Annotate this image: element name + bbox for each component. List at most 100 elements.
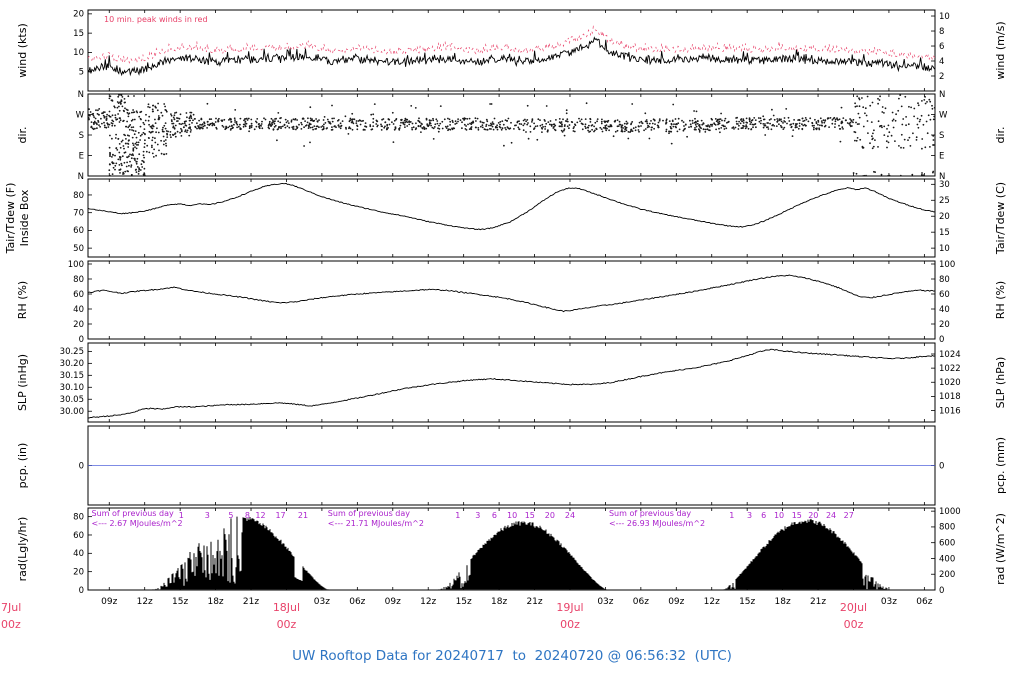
dir-dot: [798, 119, 801, 122]
dir-dot: [127, 143, 130, 145]
dir-dot: [156, 127, 158, 130]
dir-dot: [638, 121, 641, 124]
dir-dot: [555, 119, 557, 121]
dir-dot: [544, 125, 547, 128]
dir-dot: [94, 121, 96, 124]
dir-dot: [669, 125, 672, 128]
dir-dot: [920, 114, 923, 117]
dir-dot: [480, 125, 482, 128]
dir-dot: [499, 121, 502, 123]
dir-dot: [738, 124, 740, 127]
dir-dot: [148, 115, 151, 118]
dir-dot: [225, 125, 228, 128]
dir-dot: [747, 127, 750, 130]
dir-dot: [132, 109, 135, 111]
dir-dot: [208, 118, 211, 121]
dir-dot: [348, 120, 351, 123]
dir-dot: [547, 121, 550, 123]
dir-dot: [138, 115, 141, 118]
dir-dot: [145, 150, 148, 153]
dir-dot: [865, 114, 868, 117]
dir-dot: [356, 124, 358, 127]
dir-dot: [428, 119, 431, 122]
dir-dot: [421, 127, 423, 129]
dir-dot: [163, 153, 166, 156]
y-tick-label: 0: [79, 335, 84, 345]
dir-dot: [92, 128, 95, 131]
dir-dot: [856, 105, 858, 107]
dir-dot: [544, 120, 546, 122]
dir-dot: [919, 118, 922, 121]
dir-dot: [300, 127, 303, 130]
dir-dot: [745, 124, 748, 126]
dir-dot: [794, 124, 797, 127]
dir-dot: [811, 121, 814, 124]
dir-dot: [451, 119, 454, 122]
dir-dot: [123, 147, 125, 150]
dir-dot: [142, 131, 145, 134]
dir-dot: [704, 131, 707, 133]
dir-dot: [926, 132, 929, 135]
dir-dot: [96, 123, 98, 126]
dir-dot: [877, 120, 880, 123]
dir-dot: [454, 120, 457, 123]
panel-tair: 50 60 70 80 10 15 20 25 30 Tair/Tdew (F) Inside Bo…: [4, 178, 1007, 258]
dir-dot: [272, 121, 275, 123]
dir-dot: [874, 139, 876, 142]
dir-dot: [509, 127, 512, 130]
dir-dot: [260, 125, 262, 127]
dir-dot: [88, 108, 90, 110]
dir-dot: [845, 119, 847, 122]
dir-dot: [123, 151, 126, 154]
dir-dot: [888, 131, 891, 134]
dir-dot: [476, 117, 479, 120]
cumulative-mjoules-label: 15: [792, 511, 802, 520]
dir-dot: [115, 147, 118, 150]
dir-dot: [840, 106, 843, 109]
dir-dot: [700, 119, 703, 122]
dir-dot: [714, 118, 717, 120]
dir-dot: [563, 129, 565, 132]
dir-dot: [415, 127, 418, 130]
left-axis-label: pcp. (in): [16, 443, 29, 489]
dir-dot: [477, 128, 480, 131]
dir-dot: [559, 125, 562, 128]
dir-dot: [563, 125, 566, 127]
dir-dot: [372, 125, 375, 127]
dir-dot: [151, 136, 154, 139]
dir-dot: [157, 115, 160, 117]
y-tick-label: 30.00: [60, 407, 84, 417]
dir-dot: [119, 168, 122, 171]
dir-dot: [617, 125, 620, 127]
panel-slp: 30.00 30.05 30.10 30.15 30.20 30.25 1016 1018 10…: [16, 342, 1007, 423]
dir-dot: [913, 115, 915, 118]
x-tick-label: 18z: [491, 597, 507, 607]
dir-dot: [136, 166, 139, 168]
dir-dot: [499, 123, 501, 126]
y-tick-label: 15: [73, 29, 84, 39]
dir-dot: [280, 125, 282, 128]
dir-dot: [604, 120, 607, 123]
dir-dot: [866, 95, 869, 98]
dir-dot: [244, 118, 247, 120]
dir-dot: [218, 117, 220, 120]
dir-dot: [124, 170, 127, 173]
dir-dot: [432, 138, 435, 140]
dir-dot: [418, 120, 421, 123]
dir-dot: [221, 124, 224, 127]
dir-dot: [745, 117, 748, 120]
dir-dot: [93, 116, 95, 118]
dir-dot: [880, 173, 883, 176]
dir-dot: [554, 124, 557, 127]
dir-dot: [143, 128, 146, 131]
dir-dot: [526, 119, 529, 121]
dir-dot: [143, 161, 145, 164]
dir-dot: [276, 128, 279, 131]
dir-dot: [333, 117, 335, 120]
dir-dot: [337, 124, 340, 127]
dir-dot: [301, 123, 303, 126]
dir-dot: [892, 118, 895, 121]
y-tick-label: 30.15: [60, 371, 84, 381]
dir-dot: [122, 145, 125, 147]
dir-dot: [630, 128, 633, 131]
